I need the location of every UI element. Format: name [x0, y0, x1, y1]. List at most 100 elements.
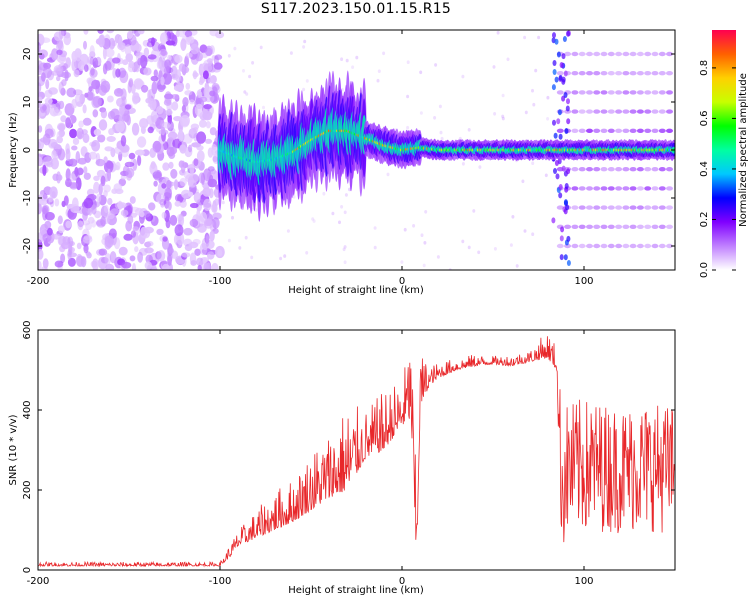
spectrogram-noise-blob: [188, 241, 199, 249]
spectrogram-harmonic-mark: [556, 243, 564, 249]
spectrogram-noise-blob: [50, 70, 61, 76]
spectrogram-noise-blob: [242, 69, 245, 73]
spectrogram-noise-blob: [127, 81, 132, 94]
spectrogram-noise-blob: [63, 34, 71, 46]
spectrogram-noise-blob: [90, 67, 95, 76]
spectrogram-noise-blob: [164, 59, 172, 70]
spectrogram-harmonic-mark: [622, 167, 630, 172]
spectrogram-harmonic-mark: [615, 224, 623, 229]
spectrogram-noise-blob: [83, 172, 91, 180]
spectrogram-noise-blob: [105, 48, 115, 58]
spectrogram-noise-blob: [135, 51, 143, 59]
spectrogram-noise-blob: [209, 90, 216, 97]
spectrogram-noise-blob: [511, 215, 515, 219]
spectrogram-noise-blob: [132, 226, 139, 232]
spectrogram-noise-blob: [83, 40, 87, 50]
spectrogram-noise-blob: [48, 87, 58, 95]
spectrogram-noise-blob: [144, 226, 154, 234]
spectrogram-noise-blob: [169, 214, 178, 226]
spectrogram-harmonic-mark: [563, 254, 568, 261]
spectrogram-noise-blob: [131, 30, 137, 34]
spectrogram-noise-blob: [41, 266, 48, 270]
spectrogram-noise-blob: [168, 161, 174, 169]
spectrogram-xtick-label: 100: [574, 276, 593, 287]
spectrogram-noise-blob: [106, 30, 114, 34]
spectrogram-harmonic-mark: [571, 51, 579, 57]
spectrogram-harmonic-mark: [622, 109, 630, 114]
spectrogram-harmonic-mark: [607, 51, 615, 57]
spectrogram-noise-blob: [143, 47, 150, 57]
spectrogram-noise-blob: [244, 235, 248, 240]
spectrogram-harmonic-mark: [644, 90, 652, 95]
spectrogram-noise-blob: [88, 151, 98, 160]
spectrogram-noise-blob: [174, 179, 179, 191]
spectrogram-noise-blob: [38, 108, 42, 120]
colorbar-tick-label: 0.2: [699, 212, 710, 228]
spectrogram-noise-blob: [64, 69, 69, 82]
spectrogram-noise-blob: [48, 196, 54, 203]
spectrogram-harmonic-mark: [651, 109, 659, 114]
spectrogram-harmonic-mark: [586, 51, 593, 57]
spectrogram-noise-blob: [143, 67, 152, 76]
spectrogram-noise-blob: [211, 147, 220, 156]
spectrogram-harmonic-mark: [571, 205, 579, 210]
spectrogram-noise-blob: [105, 161, 114, 169]
spectrogram-noise-blob: [537, 35, 541, 40]
spectrogram-harmonic-mark: [622, 243, 630, 249]
spectrogram-noise-blob: [211, 262, 219, 270]
spectrogram-harmonic-mark: [644, 167, 652, 172]
spectrogram-noise-blob: [58, 236, 69, 246]
spectrogram-harmonic-mark: [593, 205, 601, 210]
spectrogram-noise-blob: [185, 82, 191, 90]
spectrogram-noise-blob: [86, 252, 92, 259]
spectrogram-noise-blob: [113, 183, 123, 192]
spectrogram-noise-blob: [461, 239, 465, 244]
spectrogram-harmonic-mark: [658, 205, 666, 210]
spectrogram-harmonic-mark: [553, 168, 557, 174]
spectrogram-noise-blob: [156, 106, 164, 115]
spectrogram-ylabel: Frequency (Hz): [8, 112, 19, 188]
spectrogram-harmonic-mark: [578, 224, 586, 229]
spectrogram-noise-blob: [86, 91, 94, 101]
spectrogram-harmonic-mark: [578, 186, 586, 191]
spectrogram-harmonic-mark: [566, 260, 571, 266]
spectrogram-noise-blob: [98, 34, 105, 48]
spectrogram-noise-blob: [338, 220, 341, 225]
spectrogram-noise-blob: [180, 160, 186, 174]
spectrogram-noise-blob: [193, 191, 201, 203]
spectrogram-noise-blob: [38, 99, 41, 109]
spectrogram-noise-blob: [149, 147, 156, 158]
colorbar-tick-label: 0.8: [699, 60, 710, 76]
spectrogram-noise-blob: [65, 117, 72, 128]
spectrogram-harmonic-mark: [553, 132, 558, 139]
spectrogram-harmonic-mark: [666, 167, 673, 172]
spectrogram-noise-blob: [193, 158, 199, 167]
spectrogram-noise-blob: [108, 128, 115, 136]
spectrogram-noise-blob: [92, 57, 99, 69]
spectrogram-harmonic-mark: [615, 205, 623, 210]
spectrogram-noise-blob: [227, 54, 231, 58]
colorbar-tick-label: 0.4: [699, 161, 710, 177]
spectrogram-noise-blob: [42, 164, 47, 176]
spectrogram-noise-blob: [209, 127, 217, 136]
spectrogram-noise-blob: [167, 254, 173, 266]
spectrogram-noise-blob: [331, 211, 335, 216]
spectrogram-noise-blob: [521, 179, 525, 184]
spectrogram-noise-blob: [373, 226, 377, 230]
spectrogram-noise-blob: [406, 125, 410, 130]
spectrogram-noise-blob: [183, 227, 193, 236]
spectrogram-harmonic-mark: [586, 71, 593, 76]
spectrogram-harmonic-mark: [666, 71, 673, 76]
spectrogram-noise-blob: [174, 224, 184, 237]
spectrogram-harmonic-mark: [563, 92, 568, 98]
spectrogram-noise-blob: [109, 251, 117, 264]
spectrogram-harmonic-mark: [586, 109, 593, 114]
spectrogram-noise-blob: [150, 110, 158, 123]
spectrogram-harmonic-mark: [658, 90, 666, 95]
snr-xlabel: Height of straight line (km): [288, 585, 424, 596]
spectrogram-noise-blob: [74, 93, 82, 106]
spectrogram-noise-blob: [189, 99, 195, 105]
spectrogram-noise-blob: [75, 177, 82, 191]
spectrogram-noise-blob: [493, 112, 497, 116]
spectrogram-noise-blob: [322, 191, 326, 196]
